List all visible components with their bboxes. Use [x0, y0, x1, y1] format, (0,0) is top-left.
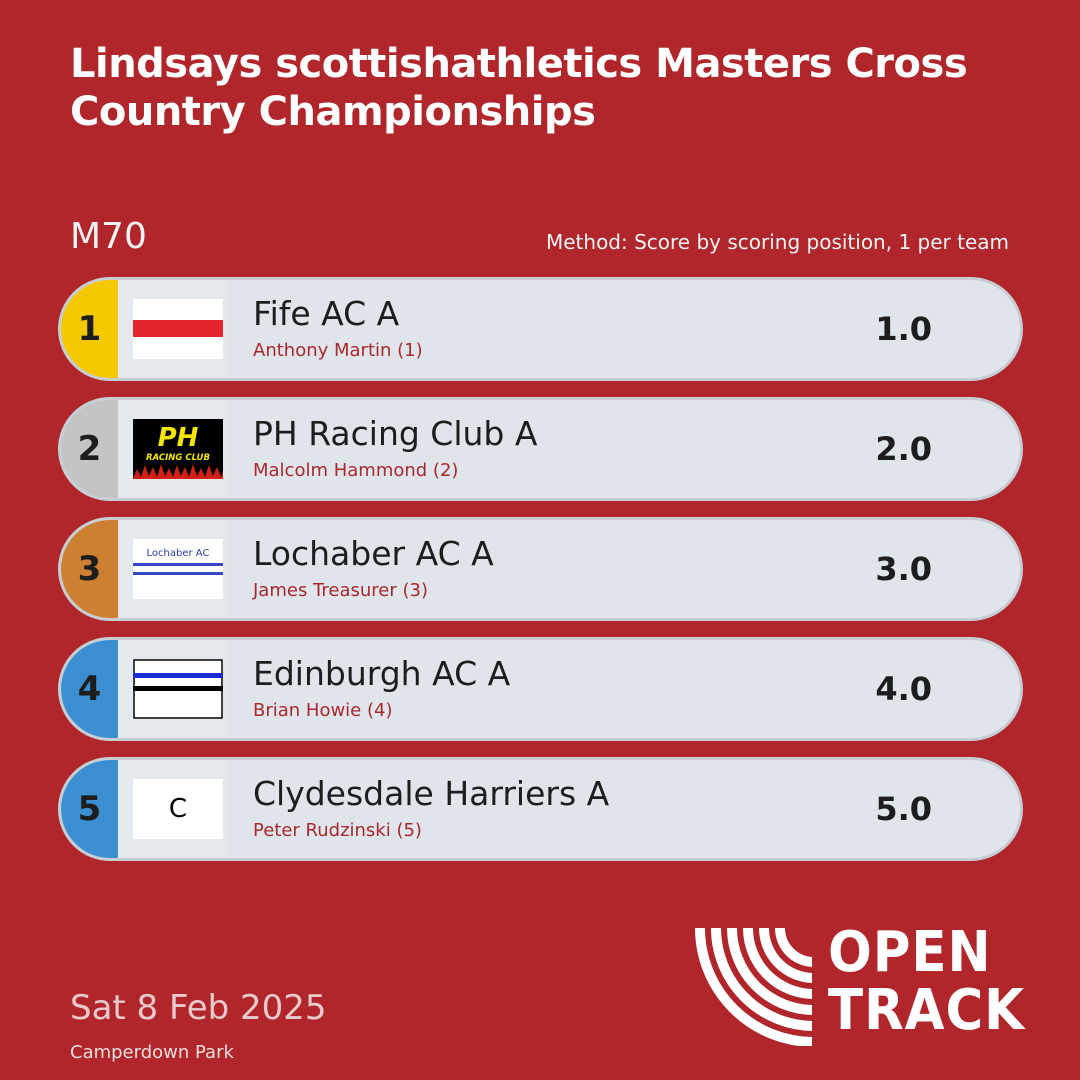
team-score: 4.0	[875, 670, 932, 708]
event-venue: Camperdown Park	[70, 1042, 234, 1063]
team-name: PH Racing Club A	[253, 414, 538, 453]
event-date: Sat 8 Feb 2025	[70, 988, 327, 1028]
fife-ac-logo	[133, 299, 223, 359]
position-badge: 4	[61, 640, 118, 738]
page-title: Lindsays scottishathletics Masters Cross…	[70, 41, 968, 135]
edinburgh-ac-logo	[133, 659, 223, 719]
scoring-method: Method: Score by scoring position, 1 per…	[545, 230, 1009, 254]
brand-line-track: TRACK	[828, 978, 1026, 1043]
ph-logo-mark: PH	[158, 423, 199, 453]
category-label: M70	[70, 216, 147, 257]
brand-line-open: OPEN	[828, 920, 992, 985]
result-row-body: 5 C Clydesdale Harriers A Peter Rudzinsk…	[61, 760, 1020, 858]
result-row-body: 3 Lochaber AC Lochaber AC A James Treasu…	[61, 520, 1020, 618]
lochaber-ac-logo: Lochaber AC	[133, 539, 223, 599]
result-row[interactable]: 2 PH RACING CLUB PH Racing Club A Malcol…	[58, 397, 1023, 501]
team-score: 1.0	[875, 310, 932, 348]
team-name: Clydesdale Harriers A	[253, 774, 610, 813]
position-badge: 1	[61, 280, 118, 378]
athlete-name: Brian Howie (4)	[253, 700, 393, 721]
result-row[interactable]: 5 C Clydesdale Harriers A Peter Rudzinsk…	[58, 757, 1023, 861]
position-badge: 5	[61, 760, 118, 858]
athlete-name: Peter Rudzinski (5)	[253, 820, 422, 841]
result-row-body: 4 Edinburgh AC A Brian Howie (4) 4.0	[61, 640, 1020, 738]
opentrack-wordmark: OPEN TRACK	[828, 924, 1025, 1040]
position-badge: 2	[61, 400, 118, 498]
clydesdale-logo-text: C	[169, 794, 187, 824]
team-name: Fife AC A	[253, 294, 400, 333]
result-row-body: 1 Fife AC A Anthony Martin (1) 1.0	[61, 280, 1020, 378]
team-name: Edinburgh AC A	[253, 654, 511, 693]
team-score: 5.0	[875, 790, 932, 828]
result-row[interactable]: 3 Lochaber AC Lochaber AC A James Treasu…	[58, 517, 1023, 621]
ph-logo-subtitle: RACING CLUB	[146, 453, 210, 463]
result-row[interactable]: 4 Edinburgh AC A Brian Howie (4) 4.0	[58, 637, 1023, 741]
athlete-name: Malcolm Hammond (2)	[253, 460, 459, 481]
position-badge: 3	[61, 520, 118, 618]
opentrack-arcs-icon	[695, 927, 812, 1046]
lochaber-logo-text: Lochaber AC	[147, 548, 210, 559]
team-score: 3.0	[875, 550, 932, 588]
opentrack-logo: OPEN TRACK	[694, 924, 1044, 1046]
team-score: 2.0	[875, 430, 932, 468]
ph-racing-club-logo: PH RACING CLUB	[133, 419, 223, 479]
result-row[interactable]: 1 Fife AC A Anthony Martin (1) 1.0	[58, 277, 1023, 381]
athlete-name: James Treasurer (3)	[253, 580, 428, 601]
result-row-body: 2 PH RACING CLUB PH Racing Club A Malcol…	[61, 400, 1020, 498]
team-name: Lochaber AC A	[253, 534, 494, 573]
clydesdale-harriers-logo: C	[133, 779, 223, 839]
athlete-name: Anthony Martin (1)	[253, 340, 423, 361]
results-list: 1 Fife AC A Anthony Martin (1) 1.0 2 PH	[58, 277, 1023, 877]
